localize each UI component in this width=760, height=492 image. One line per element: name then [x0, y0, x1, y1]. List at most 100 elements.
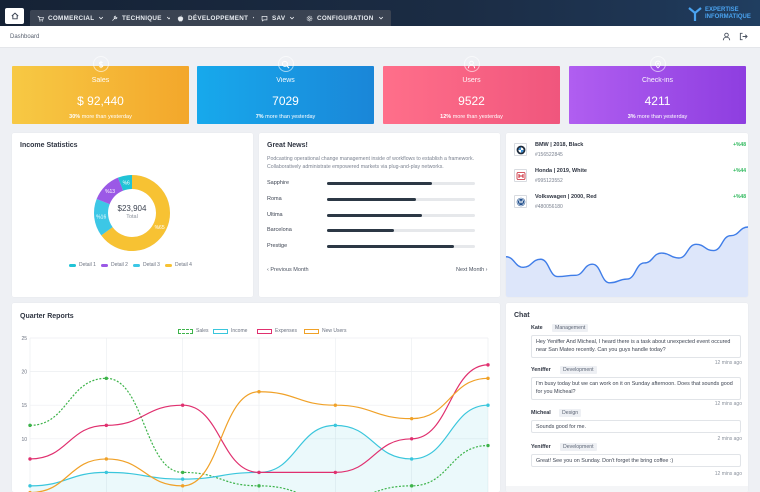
- stat-card-sales[interactable]: Sales $ 92,440 30% more than yesterday: [12, 56, 189, 124]
- user-icon[interactable]: [722, 32, 731, 41]
- nav-developpement-label: DÉVELOPPEMENT: [188, 14, 249, 22]
- data-point[interactable]: [180, 403, 185, 407]
- data-point[interactable]: [257, 470, 261, 475]
- stat-suffix: more than yesterday: [637, 114, 688, 120]
- data-point[interactable]: [333, 470, 338, 475]
- logout-icon[interactable]: [739, 32, 748, 41]
- stat-percent: 12%: [440, 114, 452, 120]
- data-point[interactable]: [486, 376, 490, 381]
- vehicle-name: Honda | 2019, White: [535, 168, 587, 174]
- next-month-link[interactable]: Next Month ›: [456, 267, 488, 273]
- legend-label: Sales: [196, 328, 209, 334]
- data-point[interactable]: [409, 457, 414, 461]
- data-point[interactable]: [333, 423, 338, 428]
- stat-label: Sales: [91, 77, 110, 84]
- legend-item[interactable]: Detail 4: [165, 262, 192, 268]
- stat-label: Views: [276, 77, 295, 84]
- breadcrumb[interactable]: Dashboard: [10, 34, 40, 40]
- nav-commercial[interactable]: COMMERCIAL: [30, 10, 112, 26]
- data-point[interactable]: [257, 390, 261, 394]
- y-tick-label: 25: [21, 336, 27, 342]
- chat-input-area[interactable]: [506, 486, 748, 492]
- progress-track: [327, 213, 475, 217]
- message-author: Kate: [531, 325, 543, 331]
- quarter-line-chart: 25 20 15 10: [21, 336, 490, 492]
- data-point[interactable]: [180, 477, 185, 481]
- news-description: Podcasting operational change management…: [267, 156, 475, 170]
- data-point[interactable]: [409, 416, 414, 421]
- series-area: [30, 405, 488, 492]
- legend-item[interactable]: Detail 3: [133, 262, 160, 268]
- data-point[interactable]: [28, 457, 32, 461]
- data-point[interactable]: [257, 484, 261, 488]
- donut-slice[interactable]: [118, 175, 133, 191]
- data-point[interactable]: [180, 484, 185, 488]
- progress-track: [327, 229, 475, 233]
- progress-track: [327, 182, 475, 185]
- stat-card-views[interactable]: Views 7029 7% more than yesterday: [197, 56, 374, 124]
- nav-configuration[interactable]: CONFIGURATION: [299, 10, 391, 26]
- data-point[interactable]: [104, 457, 109, 461]
- legend-item[interactable]: New Users: [304, 328, 346, 334]
- quarter-reports-card: Quarter Reports Sales Income Expenses New U…: [12, 303, 500, 492]
- progress-label: Prestige: [267, 243, 288, 250]
- legend-item[interactable]: Detail 1: [69, 262, 96, 268]
- donut-slice[interactable]: [96, 177, 124, 205]
- data-point[interactable]: [333, 403, 338, 407]
- message-time: 2 mins ago: [717, 436, 742, 442]
- message-tag: Development: [560, 443, 597, 451]
- vehicles-trend-chart: [506, 226, 748, 297]
- stat-subtext: 7% more than yesterday: [197, 114, 374, 120]
- data-point[interactable]: [486, 403, 490, 407]
- data-point[interactable]: [104, 470, 109, 475]
- legend-item[interactable]: Income: [213, 328, 247, 334]
- message-tag: Design: [559, 409, 582, 417]
- data-point[interactable]: [409, 437, 414, 441]
- previous-month-link[interactable]: ‹ Previous Month: [267, 267, 309, 273]
- stat-card-users[interactable]: Users 9522 12% more than yesterday: [383, 56, 560, 124]
- stat-value: $ 92,440: [77, 94, 124, 108]
- donut-slice[interactable]: [101, 175, 170, 251]
- vehicle-row[interactable]: Volkswagen | 2000, Red #480056180 +%48: [510, 191, 748, 213]
- stat-suffix: more than yesterday: [452, 114, 503, 120]
- legend-item[interactable]: Expenses: [257, 328, 297, 334]
- vehicle-row[interactable]: BMW | 2018, Black #156522845 +%48: [510, 139, 748, 161]
- progress-label: Roma: [267, 195, 282, 202]
- data-point[interactable]: [409, 484, 414, 488]
- legend-item[interactable]: Detail 2: [101, 262, 128, 268]
- data-point[interactable]: [486, 363, 490, 367]
- data-point[interactable]: [104, 376, 109, 381]
- data-point[interactable]: [28, 423, 32, 428]
- home-button[interactable]: [5, 8, 24, 24]
- brand-logo-icon: [688, 7, 702, 21]
- chevron-right-icon: ›: [484, 267, 488, 273]
- donut-slice[interactable]: [94, 199, 113, 236]
- stat-subtext: 3% more than yesterday: [569, 114, 746, 120]
- stat-percent: 7%: [255, 114, 264, 120]
- stat-card-checkins[interactable]: Check-ins 4211 3% more than yesterday: [569, 56, 746, 124]
- nav-sav[interactable]: SAV: [254, 10, 303, 26]
- donut-slice-label: %65: [155, 225, 165, 231]
- nav-developpement[interactable]: DÉVELOPPEMENT: [170, 10, 266, 26]
- vehicle-id: #480056180: [535, 204, 563, 210]
- brand-logo[interactable]: EXPERTISE INFORMATIQUE: [688, 6, 751, 22]
- vehicle-row[interactable]: Honda | 2019, White #995123552 +%44: [510, 165, 748, 187]
- search-icon: [277, 56, 294, 72]
- donut-total-label: Total: [126, 214, 138, 220]
- y-tick-label: 15: [21, 403, 27, 409]
- legend-swatch: [178, 328, 193, 334]
- vehicle-delta: +%48: [733, 194, 746, 200]
- legend-item[interactable]: Sales: [178, 328, 209, 334]
- nav-configuration-label: CONFIGURATION: [317, 14, 374, 22]
- message-author: Yeniffer: [531, 367, 551, 373]
- chevron-left-icon: ‹: [267, 267, 271, 273]
- gear-icon: [306, 15, 313, 21]
- data-point[interactable]: [28, 484, 32, 488]
- progress-row: Sapphire: [267, 180, 477, 188]
- user-icon: [463, 56, 480, 72]
- data-point[interactable]: [180, 470, 185, 475]
- vehicle-name: Volkswagen | 2000, Red: [535, 194, 597, 200]
- data-point[interactable]: [486, 443, 490, 448]
- data-point[interactable]: [104, 423, 109, 428]
- nav-technique[interactable]: TECHNIQUE: [104, 10, 179, 26]
